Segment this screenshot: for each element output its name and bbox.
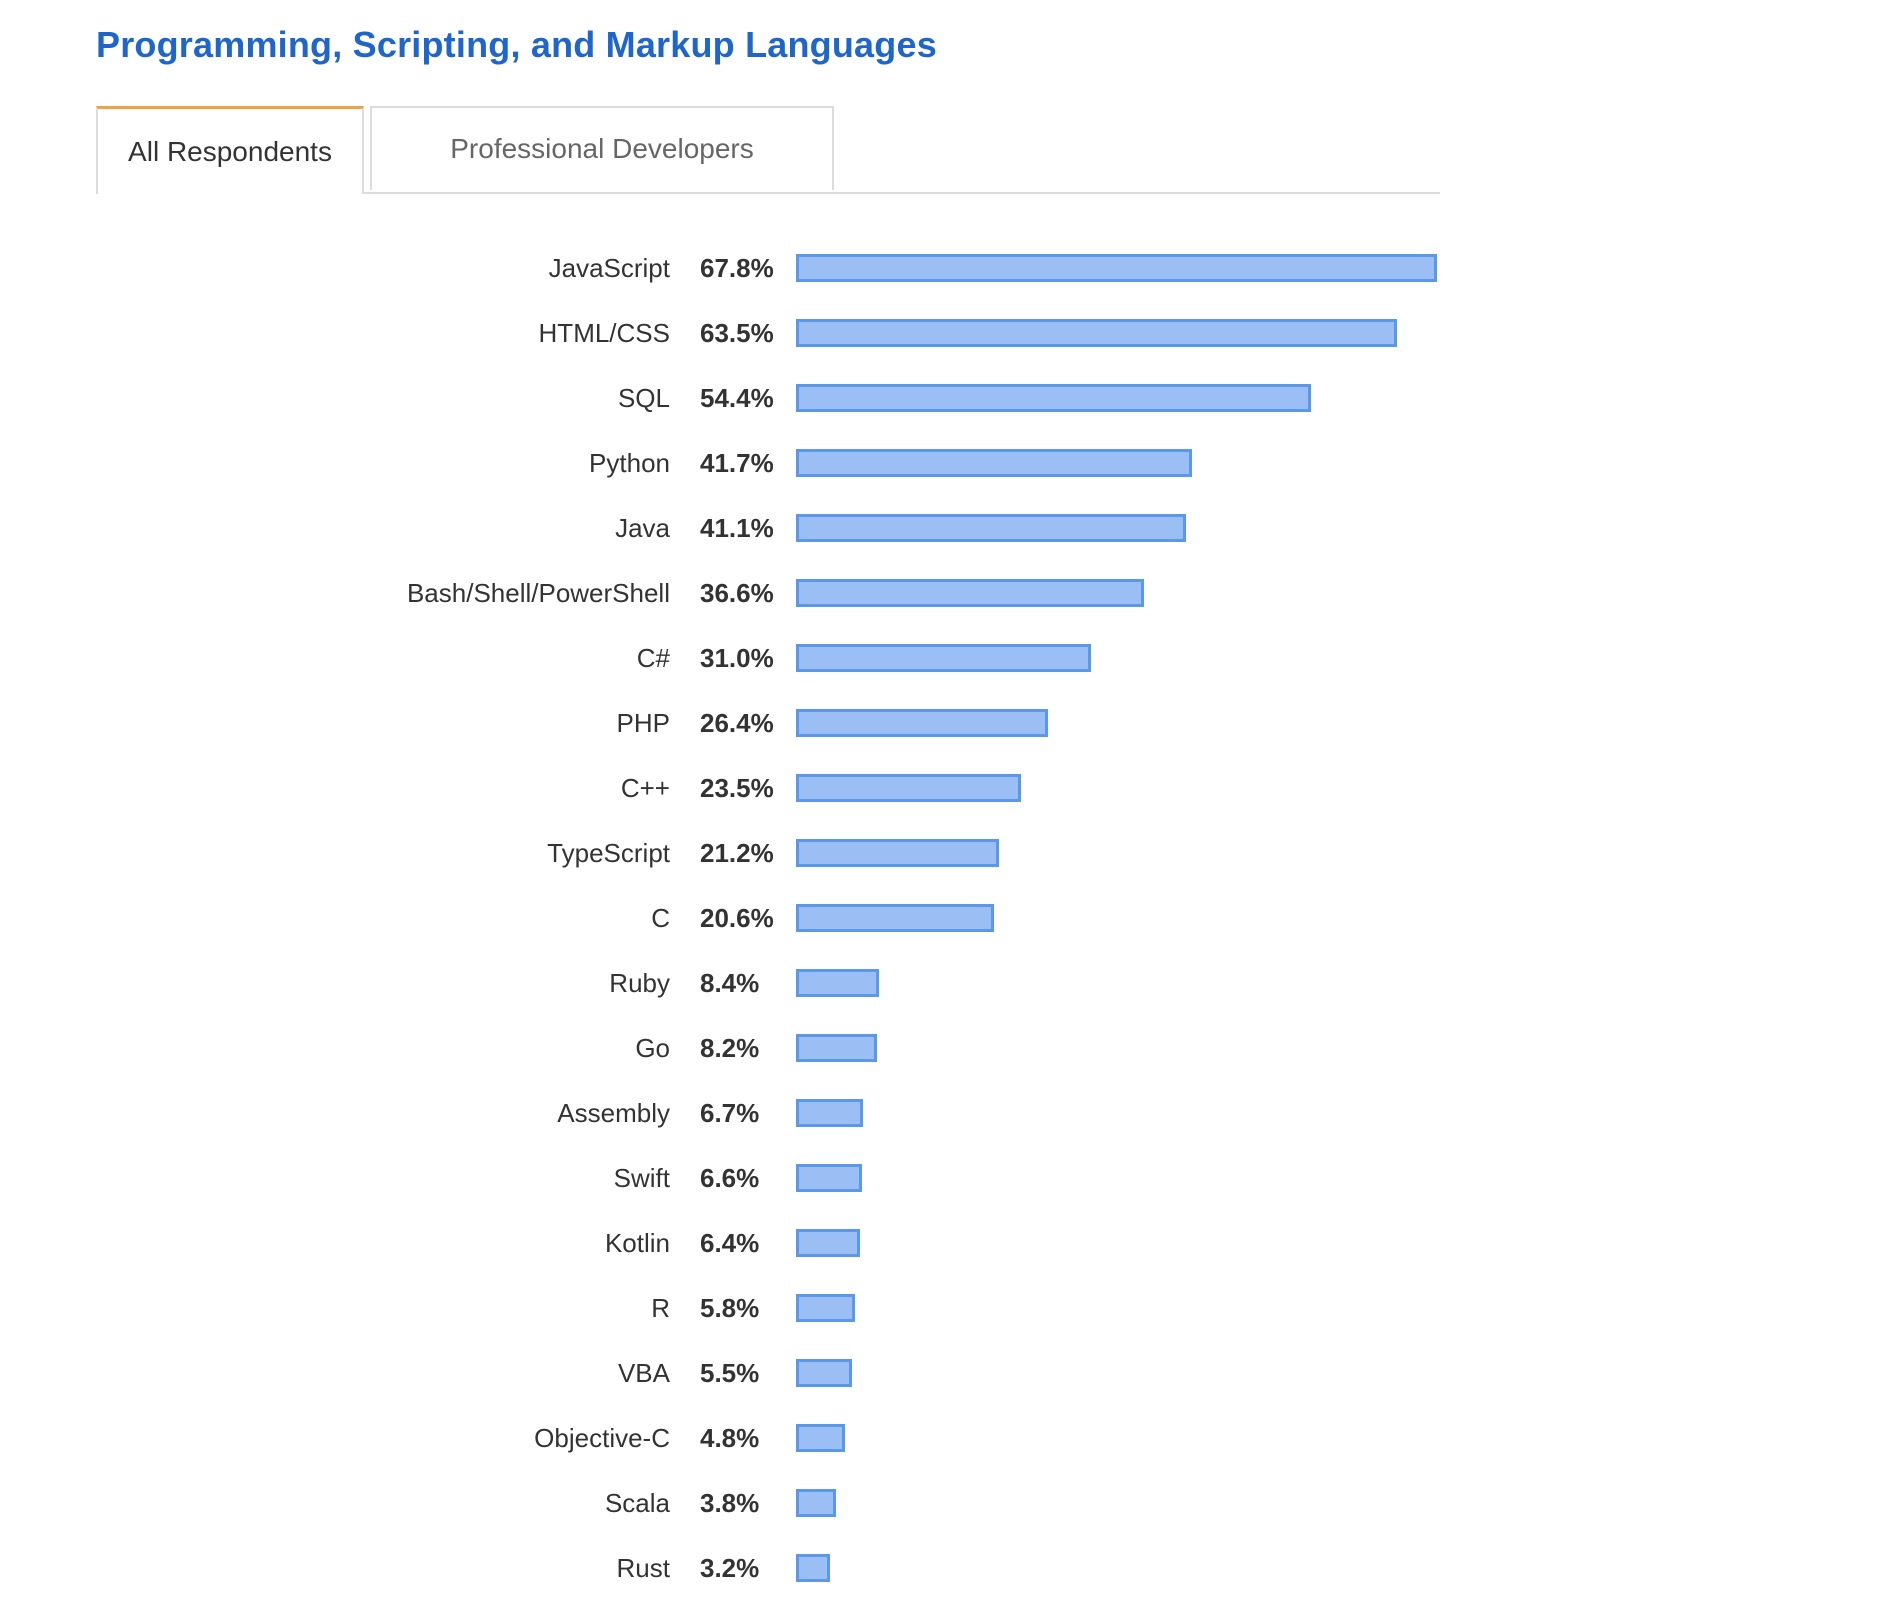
value-label: 41.1% — [700, 513, 774, 543]
category-label: Rust — [616, 1553, 670, 1583]
value-label: 36.6% — [700, 578, 774, 608]
chart-row-bash-shell-powershell: Bash/Shell/PowerShell 36.6% — [0, 561, 1894, 625]
tab-bar: All Respondents Professional Developers — [96, 106, 1440, 194]
value-label: 6.7% — [700, 1098, 760, 1128]
chart-row-assembly: Assembly 6.7% — [0, 1081, 1894, 1145]
category-label: JavaScript — [548, 253, 670, 283]
value-label: 63.5% — [700, 318, 774, 348]
category-label: SQL — [617, 383, 670, 413]
tab-professional-developers[interactable]: Professional Developers — [370, 106, 834, 190]
bar-r — [796, 1294, 855, 1322]
chart-row-swift: Swift 6.6% — [0, 1146, 1894, 1210]
value-label: 54.4% — [700, 383, 774, 413]
category-label: VBA — [617, 1358, 670, 1388]
chart-row-html-css: HTML/CSS 63.5% — [0, 301, 1894, 365]
chart-row-c: C# 31.0% — [0, 626, 1894, 690]
value-label: 3.2% — [700, 1553, 760, 1583]
chart-row-java: Java 41.1% — [0, 496, 1894, 560]
value-label: 5.8% — [700, 1293, 760, 1323]
value-label: 31.0% — [700, 643, 774, 673]
category-label: Go — [635, 1033, 670, 1063]
chart-row-typescript: TypeScript 21.2% — [0, 821, 1894, 885]
bar-rust — [796, 1554, 830, 1582]
value-label: 5.5% — [700, 1358, 760, 1388]
category-label: Ruby — [609, 968, 670, 998]
chart-row-r: R 5.8% — [0, 1276, 1894, 1340]
chart-row-javascript: JavaScript 67.8% — [0, 236, 1894, 300]
bar-assembly — [796, 1099, 863, 1127]
bar-php — [796, 709, 1048, 737]
tab-all-respondents[interactable]: All Respondents — [96, 106, 364, 194]
chart-row-ruby: Ruby 8.4% — [0, 951, 1894, 1015]
category-label: C# — [636, 643, 670, 673]
languages-bar-chart: JavaScript 67.8% HTML/CSS 63.5% SQL 54.4% Pyth… — [0, 236, 1894, 1583]
category-label: Bash/Shell/PowerShell — [406, 578, 670, 608]
value-label: 6.6% — [700, 1163, 760, 1193]
chart-row-scala: Scala 3.8% — [0, 1471, 1894, 1535]
category-label: Python — [589, 448, 670, 478]
category-label: Swift — [613, 1163, 670, 1193]
category-label: Java — [615, 513, 670, 543]
chart-row-kotlin: Kotlin 6.4% — [0, 1211, 1894, 1275]
category-label: PHP — [616, 708, 670, 738]
category-label: TypeScript — [547, 838, 670, 868]
value-label: 6.4% — [700, 1228, 760, 1258]
bar-swift — [796, 1164, 862, 1192]
bar-c — [796, 774, 1021, 802]
value-label: 8.4% — [700, 968, 760, 998]
chart-row-c: C++ 23.5% — [0, 756, 1894, 820]
page-title: Programming, Scripting, and Markup Langu… — [96, 24, 937, 65]
bar-objective-c — [796, 1424, 845, 1452]
category-label: Objective-C — [534, 1423, 670, 1453]
value-label: 3.8% — [700, 1488, 760, 1518]
value-label: 67.8% — [700, 253, 774, 283]
value-label: 20.6% — [700, 903, 774, 933]
category-label: HTML/CSS — [538, 318, 670, 348]
category-label: Scala — [604, 1488, 670, 1518]
chart-row-go: Go 8.2% — [0, 1016, 1894, 1080]
bar-java — [796, 514, 1186, 542]
value-label: 41.7% — [700, 448, 774, 478]
value-label: 4.8% — [700, 1423, 760, 1453]
bar-scala — [796, 1489, 836, 1517]
chart-row-sql: SQL 54.4% — [0, 366, 1894, 430]
bar-kotlin — [796, 1229, 860, 1257]
chart-row-python: Python 41.7% — [0, 431, 1894, 495]
category-label: R — [651, 1293, 670, 1323]
bar-go — [796, 1034, 877, 1062]
chart-row-c: C 20.6% — [0, 886, 1894, 950]
category-label: Kotlin — [604, 1228, 670, 1258]
bar-javascript — [796, 254, 1437, 282]
chart-row-php: PHP 26.4% — [0, 691, 1894, 755]
value-label: 23.5% — [700, 773, 774, 803]
chart-row-vba: VBA 5.5% — [0, 1341, 1894, 1405]
bar-c — [796, 644, 1091, 672]
value-label: 26.4% — [700, 708, 774, 738]
chart-row-rust: Rust 3.2% — [0, 1536, 1894, 1600]
bar-bash-shell-powershell — [796, 579, 1144, 607]
bar-vba — [796, 1359, 852, 1387]
bar-html-css — [796, 319, 1397, 347]
bar-ruby — [796, 969, 879, 997]
bar-sql — [796, 384, 1311, 412]
value-label: 21.2% — [700, 838, 774, 868]
bar-c — [796, 904, 994, 932]
category-label: C++ — [620, 773, 670, 803]
category-label: Assembly — [557, 1098, 670, 1128]
value-label: 8.2% — [700, 1033, 760, 1063]
chart-row-objective-c: Objective-C 4.8% — [0, 1406, 1894, 1470]
category-label: C — [651, 903, 670, 933]
bar-python — [796, 449, 1192, 477]
bar-typescript — [796, 839, 999, 867]
